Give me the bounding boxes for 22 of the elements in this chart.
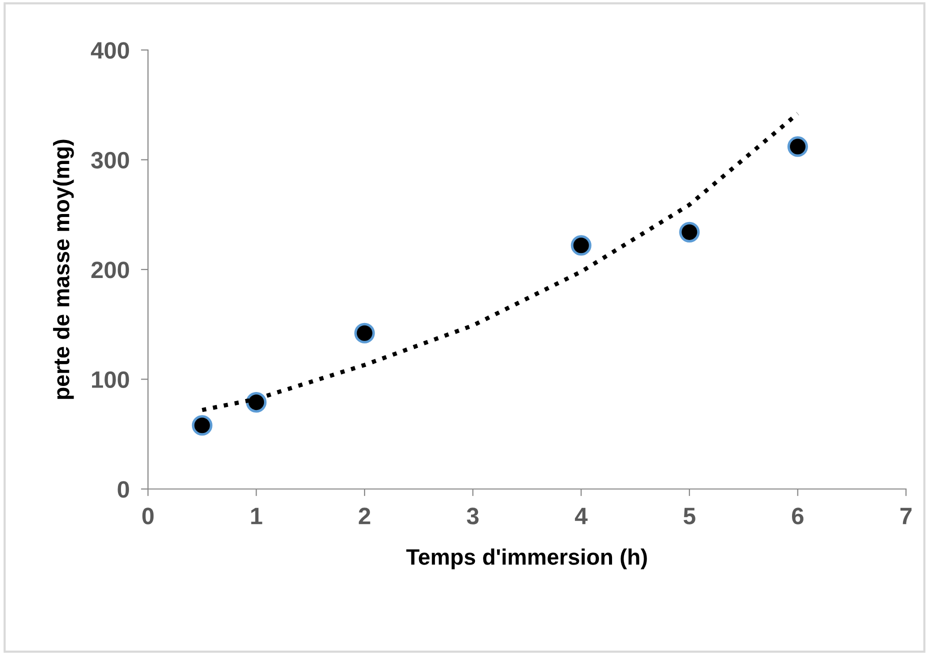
x-tick-label: 6 (792, 508, 804, 524)
x-tick-label: 5 (684, 508, 696, 524)
y-tick-label: 400 (90, 42, 129, 59)
x-tick-label: 7 (900, 508, 912, 524)
x-tick-label: 1 (251, 508, 262, 524)
x-tick-label: 0 (142, 508, 154, 524)
y-tick-label: 100 (92, 371, 129, 388)
point (679, 222, 700, 242)
point (192, 415, 212, 436)
y-tick-label: 300 (91, 152, 129, 169)
x-tick-label: 2 (358, 508, 370, 524)
y-axis-title: perte de masse moy(mg) (53, 140, 74, 399)
x-axis-title: Temps d'immersion (h) (406, 548, 647, 570)
y-tick-label: 0 (118, 481, 129, 498)
line-series (200, 112, 800, 412)
point (354, 322, 375, 344)
point (787, 136, 808, 157)
point (246, 392, 267, 413)
x-tick-label: 4 (574, 508, 588, 524)
y-tick-label: 200 (91, 262, 129, 278)
x-tick-label: 3 (466, 508, 479, 524)
point (570, 235, 592, 256)
